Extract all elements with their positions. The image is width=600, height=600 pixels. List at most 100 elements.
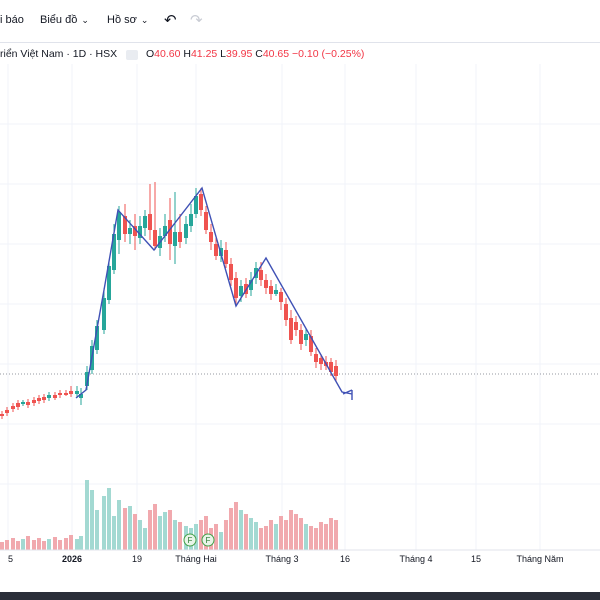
- volume-bar: [58, 540, 62, 550]
- volume-bar: [11, 538, 15, 550]
- dividend-marker[interactable]: F: [183, 533, 197, 547]
- top-toolbar: i báo Biểu đồ ⌄ Hồ sơ ⌄ ↶ ↷: [0, 0, 600, 43]
- volume-bar: [264, 526, 268, 550]
- candle: [37, 395, 41, 404]
- report-menu[interactable]: i báo: [0, 14, 24, 26]
- volume-bar: [95, 510, 99, 550]
- candle: [69, 386, 73, 397]
- candle: [32, 397, 36, 406]
- candle: [153, 182, 157, 250]
- chart-menu[interactable]: Biểu đồ ⌄: [40, 14, 89, 26]
- volume-bar: [47, 539, 51, 550]
- volume-bar: [274, 524, 278, 550]
- candle: [102, 288, 106, 334]
- candle: [299, 324, 303, 350]
- candle: [319, 354, 323, 370]
- volume-bar: [102, 496, 106, 550]
- candle: [249, 272, 253, 296]
- candle: [16, 400, 20, 410]
- volume-bar: [163, 512, 167, 550]
- volume-bar: [319, 522, 323, 550]
- volume-bar: [294, 514, 298, 550]
- candle: [11, 403, 15, 412]
- symbol-title[interactable]: riển Việt Nam · 1D · HSX: [0, 48, 118, 60]
- candle: [234, 272, 238, 304]
- candle: [304, 328, 308, 346]
- volume-bar: [0, 542, 4, 550]
- candle: [26, 399, 30, 408]
- candle: [184, 216, 188, 244]
- candle: [194, 188, 198, 218]
- eye-icon[interactable]: [126, 50, 138, 60]
- volume-bar: [32, 540, 36, 550]
- volume-bar: [153, 504, 157, 550]
- time-axis-label: Tháng Năm: [516, 554, 563, 564]
- volume-bar: [269, 520, 273, 550]
- candle: [53, 392, 57, 400]
- candle: [189, 204, 193, 232]
- candle: [209, 224, 213, 250]
- volume-bar: [42, 541, 46, 550]
- volume-bar: [75, 539, 79, 550]
- candle: [173, 192, 177, 264]
- candle: [42, 394, 46, 403]
- candle: [289, 310, 293, 344]
- volume-bar: [214, 524, 218, 550]
- candle: [309, 330, 313, 356]
- volume-bar: [204, 516, 208, 550]
- volume-bar: [289, 510, 293, 550]
- time-axis-label: 5: [8, 554, 13, 564]
- candle: [58, 390, 62, 398]
- volume-bar: [26, 536, 30, 550]
- volume-bar: [229, 508, 233, 550]
- candle: [143, 210, 147, 236]
- time-axis-label: 2026: [62, 554, 82, 564]
- volume-bar: [314, 528, 318, 550]
- candle: [64, 390, 68, 396]
- candle: [148, 184, 152, 240]
- trend-line[interactable]: [75, 186, 353, 399]
- dividend-marker[interactable]: F: [201, 533, 215, 547]
- candle: [21, 400, 25, 406]
- time-axis-label: 15: [471, 554, 481, 564]
- marker-label: F: [188, 536, 193, 545]
- volume-bar: [79, 536, 83, 550]
- redo-icon[interactable]: ↷: [190, 12, 203, 29]
- candle: [117, 206, 121, 254]
- volume-bar: [37, 538, 41, 550]
- volume-bar: [199, 520, 203, 550]
- candle: [274, 284, 278, 296]
- candle: [138, 216, 142, 244]
- time-axis-label: Tháng 3: [265, 554, 298, 564]
- candle: [214, 238, 218, 260]
- candle: [334, 360, 338, 382]
- arrow-icon: [342, 389, 353, 400]
- time-axis-label: 19: [132, 554, 142, 564]
- volume-bar: [194, 524, 198, 550]
- volume-bar: [85, 480, 89, 550]
- volume-bar: [143, 528, 147, 550]
- volume-bar: [249, 518, 253, 550]
- volume-bar: [16, 541, 20, 550]
- chevron-down-icon: ⌄: [140, 15, 149, 25]
- candle: [264, 274, 268, 294]
- ohlc-values: O40.60 H41.25 L39.95 C40.65 −0.10 (−0.25…: [146, 48, 365, 60]
- volume-bar: [158, 516, 162, 550]
- candle: [0, 411, 4, 419]
- candle: [314, 348, 318, 368]
- volume-bar: [148, 510, 152, 550]
- candle: [75, 386, 79, 398]
- volume-bar: [5, 540, 9, 550]
- volume-bar: [239, 510, 243, 550]
- candle: [133, 214, 137, 250]
- volume-bar: [244, 514, 248, 550]
- volume-bar: [254, 522, 258, 550]
- candle: [107, 260, 111, 304]
- undo-icon[interactable]: ↶: [164, 12, 177, 29]
- volume-bar: [64, 538, 68, 550]
- volume-bar: [219, 532, 223, 550]
- profile-menu[interactable]: Hồ sơ ⌄: [107, 14, 149, 26]
- volume-bar: [133, 514, 137, 550]
